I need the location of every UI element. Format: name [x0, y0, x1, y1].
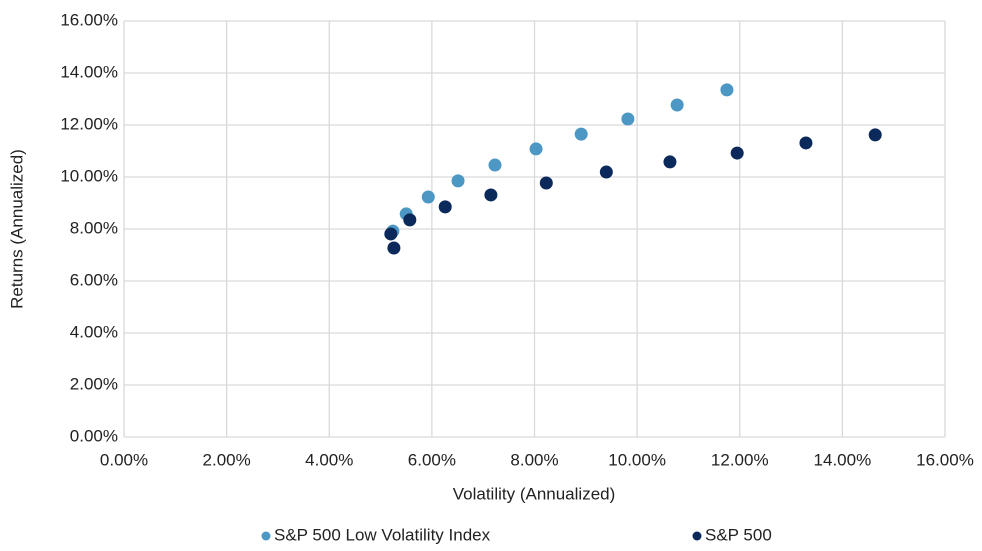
data-point — [621, 112, 635, 126]
y-tick-label: 0.00% — [70, 426, 118, 445]
data-point — [438, 200, 452, 214]
legend-label: S&P 500 — [705, 525, 772, 544]
x-tick-label: 2.00% — [203, 450, 251, 469]
data-point — [730, 146, 744, 160]
y-tick-label: 16.00% — [60, 10, 118, 29]
data-point — [387, 241, 401, 255]
x-tick-label: 4.00% — [305, 450, 353, 469]
data-point — [799, 136, 813, 150]
x-tick-label: 6.00% — [408, 450, 456, 469]
data-point — [599, 165, 613, 179]
data-point — [868, 128, 882, 142]
legend-marker — [261, 531, 271, 541]
data-point — [720, 83, 734, 97]
x-tick-label: 12.00% — [711, 450, 769, 469]
data-point — [484, 188, 498, 202]
x-tick-label: 0.00% — [100, 450, 148, 469]
data-point — [403, 213, 417, 227]
data-point — [488, 158, 502, 172]
y-tick-label: 12.00% — [60, 114, 118, 133]
data-point — [384, 227, 398, 241]
data-point — [663, 155, 677, 169]
y-tick-label: 10.00% — [60, 166, 118, 185]
legend-label: S&P 500 Low Volatility Index — [274, 525, 491, 544]
data-point — [670, 98, 684, 112]
x-tick-label: 16.00% — [916, 450, 974, 469]
x-tick-label: 10.00% — [608, 450, 666, 469]
y-tick-label: 8.00% — [70, 218, 118, 237]
x-tick-label: 8.00% — [510, 450, 558, 469]
data-point — [539, 176, 553, 190]
y-tick-label: 6.00% — [70, 270, 118, 289]
y-tick-label: 14.00% — [60, 62, 118, 81]
data-point — [421, 190, 435, 204]
data-point — [574, 127, 588, 141]
y-tick-label: 2.00% — [70, 374, 118, 393]
x-tick-label: 14.00% — [814, 450, 872, 469]
y-tick-label: 4.00% — [70, 322, 118, 341]
data-point — [451, 174, 465, 188]
legend-marker — [692, 531, 702, 541]
x-axis-title: Volatility (Annualized) — [453, 484, 616, 503]
data-point — [529, 142, 543, 156]
y-axis-title: Returns (Annualized) — [7, 149, 26, 309]
